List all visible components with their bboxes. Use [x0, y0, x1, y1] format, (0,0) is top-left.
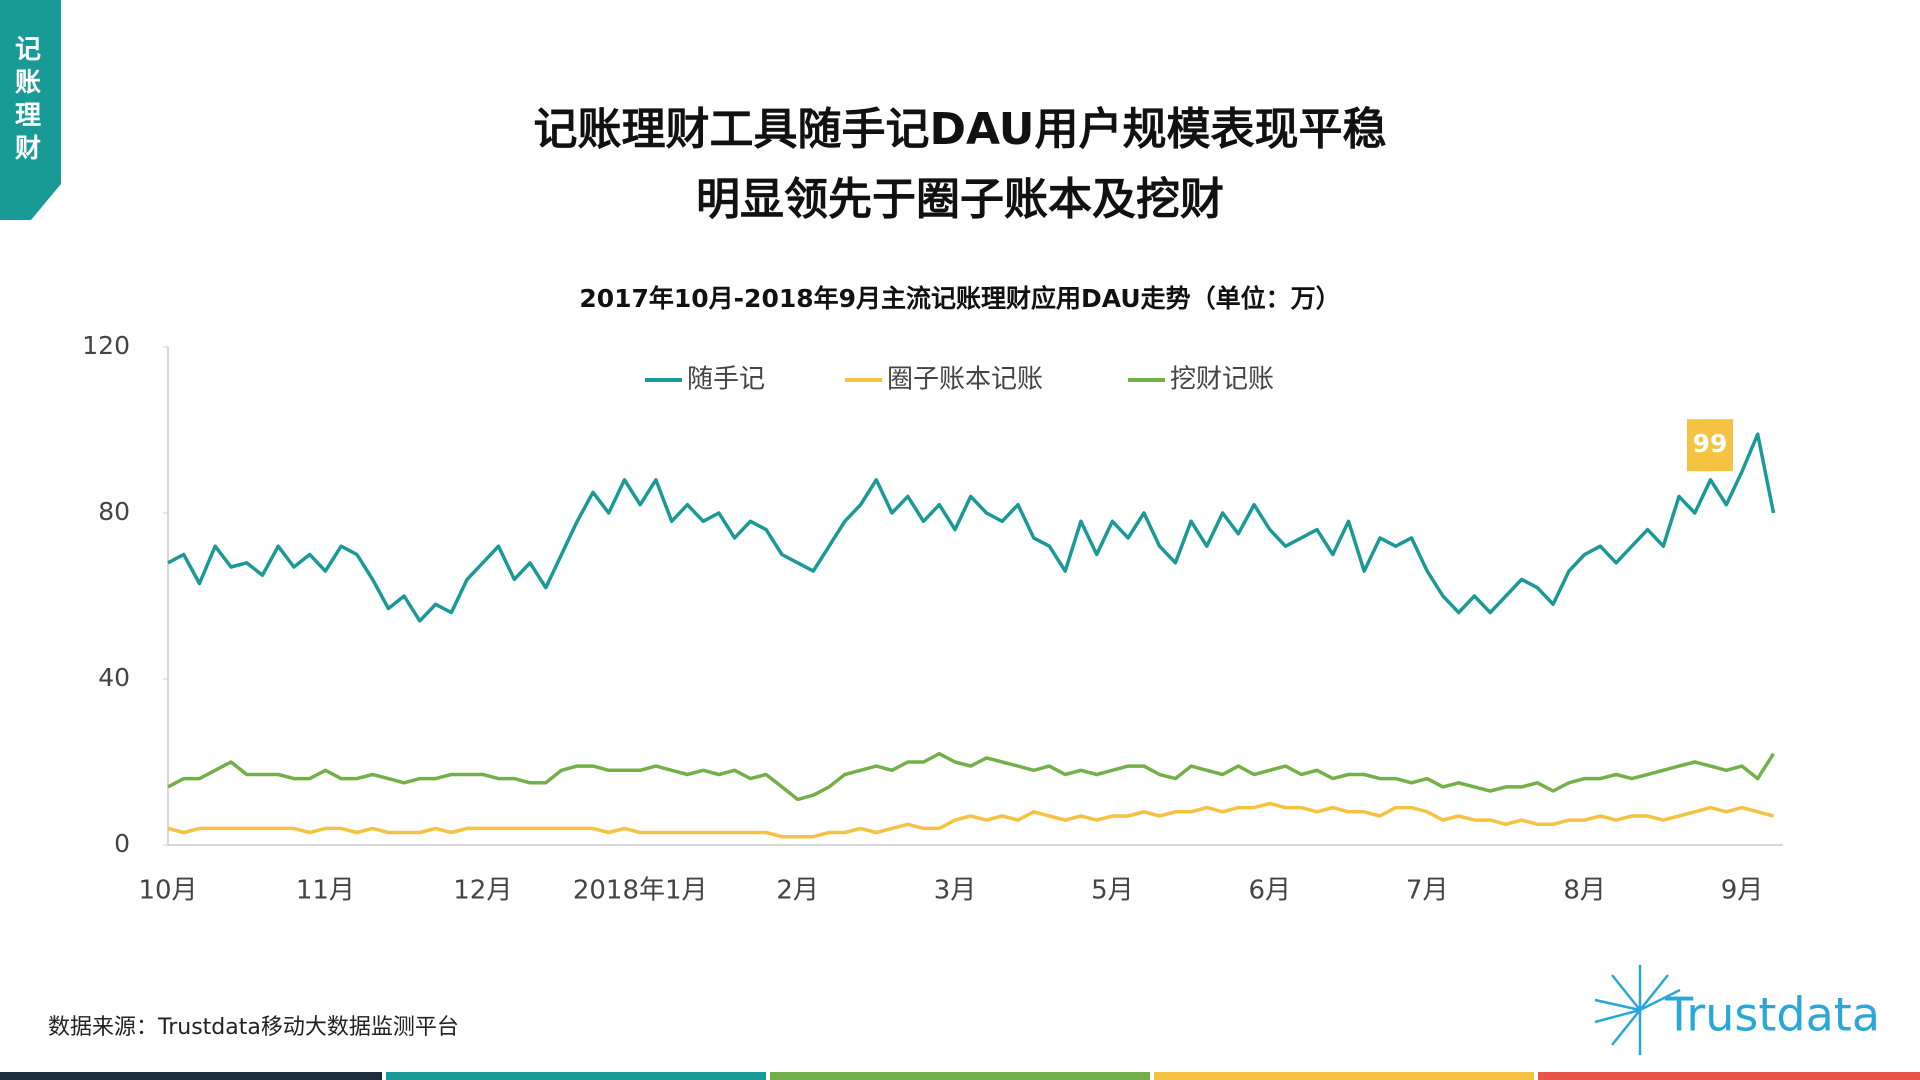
- stripe: [1538, 1072, 1920, 1080]
- logo: Trustdata: [1664, 988, 1880, 1042]
- x-tick-label: 11月: [296, 876, 355, 906]
- y-tick-label: 0: [114, 829, 130, 858]
- x-tick-label: 2018年1月: [573, 876, 708, 906]
- stripe: [386, 1072, 766, 1080]
- line-series: [167, 432, 1776, 623]
- legend-label: 挖财记账: [1170, 365, 1274, 395]
- title-line: 明显领先于圈子账本及挖财: [696, 174, 1224, 225]
- y-tick-label: 40: [98, 663, 130, 692]
- chart-title: 2017年10月-2018年9月主流记账理财应用DAU走势（单位：万）: [579, 284, 1340, 313]
- x-tick-label: 5月: [1091, 876, 1134, 906]
- stripe: [770, 1072, 1150, 1080]
- line-series: [167, 751, 1775, 802]
- y-tick-label: 80: [98, 497, 130, 526]
- side-tab-label: 记账理财: [14, 35, 41, 164]
- peak-label-box: [1687, 419, 1733, 472]
- x-tick-label: 10月: [138, 876, 197, 906]
- legend-label: 圈子账本记账: [887, 365, 1043, 395]
- source: 数据来源：Trustdata移动大数据监测平台: [48, 1015, 459, 1040]
- x-tick-label: 7月: [1406, 876, 1449, 906]
- legend-label: 随手记: [687, 365, 765, 395]
- y-tick-label: 120: [82, 331, 130, 360]
- x-tick-label: 3月: [934, 876, 977, 906]
- side-tab: [0, 0, 61, 220]
- x-tick-label: 12月: [453, 876, 512, 906]
- stripe: [1154, 1072, 1534, 1080]
- x-tick-label: 2月: [776, 876, 819, 906]
- x-tick-label: 8月: [1563, 876, 1606, 906]
- x-tick-label: 9月: [1721, 876, 1764, 906]
- logo-burst: [1594, 965, 1681, 1055]
- title-line: 记账理财工具随手记DAU用户规模表现平稳: [534, 104, 1387, 155]
- x-tick-label: 6月: [1249, 876, 1292, 906]
- peak-label: 99: [1693, 429, 1728, 458]
- stripe: [0, 1072, 382, 1080]
- line-series: [167, 801, 1774, 839]
